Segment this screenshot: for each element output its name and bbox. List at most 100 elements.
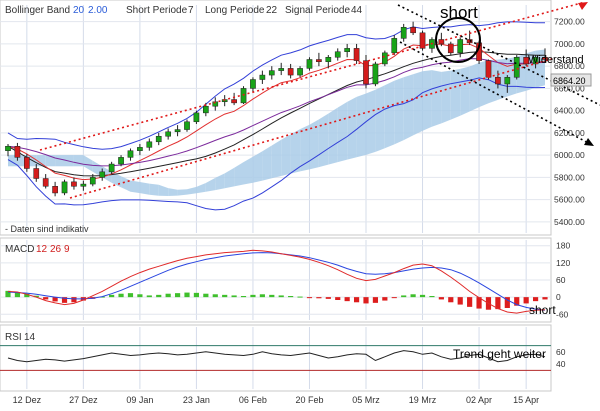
candle-body [174, 129, 181, 133]
candlestick [513, 55, 520, 80]
candlestick [316, 52, 322, 67]
candlestick [99, 168, 106, 181]
candle-body [71, 181, 77, 187]
candle-body [33, 168, 40, 179]
cloud-segment [450, 68, 461, 120]
x-tick-label: 02 Apr [466, 395, 492, 405]
macd-histogram-bar [109, 294, 115, 298]
disclaimer-note: - Daten sind indikativ [5, 224, 89, 234]
candle-body [240, 88, 247, 104]
candlestick [184, 119, 190, 132]
bollinger-label: Bollinger Band [5, 5, 70, 16]
candlestick [495, 70, 501, 89]
rsi-y-tick-label: 40 [556, 359, 566, 369]
macd-histogram-bar [316, 297, 322, 299]
macd-label: MACD [5, 244, 34, 255]
rsi-param: 14 [24, 332, 36, 343]
candle-body [325, 57, 332, 62]
macd-histogram-bar [297, 296, 303, 298]
cloud-segment [234, 162, 244, 187]
candlestick [174, 125, 181, 137]
cloud-segment [139, 182, 150, 195]
channel-upper-line [39, 1, 586, 151]
macd-param-fast: 12 [36, 244, 48, 255]
cloud-segment [281, 134, 291, 176]
macd-histogram-bar [335, 297, 341, 300]
candlestick [457, 37, 464, 58]
candlestick [447, 41, 454, 56]
candle-body [391, 38, 398, 54]
macd-histogram-bar [542, 297, 548, 300]
axis-ticks-layer: 12 Dez 27 Dez 09 Jan 23 Jan 06 Feb 20 Feb 05 M… [13, 17, 585, 405]
macd-histogram-bar [203, 293, 209, 298]
macd-histogram-bar [222, 294, 228, 298]
cloud-segment [55, 155, 65, 167]
cloud-segment [497, 58, 508, 100]
candle-body [80, 183, 87, 187]
bollinger-bands-layer [7, 21, 546, 211]
macd-histogram-bar [523, 297, 529, 304]
candle-body [118, 157, 124, 165]
cloud-segment [318, 113, 329, 168]
macd-histogram-bar [137, 294, 143, 298]
candlestick [504, 75, 511, 93]
cloud-segment [347, 96, 357, 160]
candlestick [268, 66, 275, 80]
cloud-segment [196, 183, 206, 194]
candle-body [5, 145, 11, 151]
candlestick [419, 30, 426, 51]
x-tick-label: 06 Feb [239, 395, 267, 405]
macd-histogram-bar [71, 297, 77, 303]
candlestick [400, 23, 407, 42]
cloud-segment [177, 189, 187, 196]
macd-y-tick-label: 180 [556, 241, 570, 251]
candle-body [344, 48, 350, 52]
macd-short-annotation: short [529, 303, 556, 317]
candlestick [259, 70, 266, 84]
cloud-segment [366, 89, 376, 155]
candlestick [523, 49, 529, 67]
candlestick [14, 142, 21, 161]
candlestick [193, 110, 200, 125]
macd-histogram-bar [231, 295, 237, 298]
macd-histogram-bar [250, 294, 256, 298]
candle-body [542, 57, 548, 60]
candle-body [504, 77, 511, 85]
macd-histogram-bar [532, 297, 539, 302]
cloud-segment [413, 71, 423, 136]
macd-histogram-bar [467, 297, 473, 307]
macd-y-tick-label: 120 [556, 258, 570, 268]
candlestick [5, 144, 11, 157]
cloud-segment [149, 183, 159, 196]
candle-body [532, 57, 539, 65]
candlestick [532, 55, 539, 69]
candle-body [419, 32, 426, 49]
short-period-label: Short Periode [126, 5, 188, 16]
x-tick-label: 05 Mrz [352, 395, 380, 405]
cloud-segment [300, 124, 310, 172]
candle-body [297, 68, 303, 76]
cloud-segment [394, 77, 404, 145]
candlestick [250, 77, 256, 92]
macd-line [7, 249, 546, 314]
candlestick [372, 61, 379, 87]
candlestick [108, 161, 115, 175]
cloud-segment [460, 66, 470, 116]
last-price-tag [550, 73, 592, 87]
cloud-segment [262, 145, 272, 181]
macd-histogram-bar [269, 294, 275, 298]
candle-body [146, 141, 153, 148]
x-tick-label: 19 Mrz [409, 395, 437, 405]
macd-histogram-bar [391, 297, 397, 299]
bollinger-dev: 2.00 [88, 5, 108, 16]
price-y-tick-label: 5800.00 [554, 172, 585, 182]
rsi-layer [0, 345, 551, 371]
candlesticks-layer [5, 21, 548, 197]
cloud-segment [73, 155, 84, 167]
candle-body [334, 51, 341, 58]
price-y-tick-label: 6200.00 [554, 128, 585, 138]
candle-body [485, 60, 492, 78]
candlestick [89, 174, 96, 187]
macd-histogram-bar [457, 297, 463, 305]
short-annotation: short [440, 3, 478, 22]
